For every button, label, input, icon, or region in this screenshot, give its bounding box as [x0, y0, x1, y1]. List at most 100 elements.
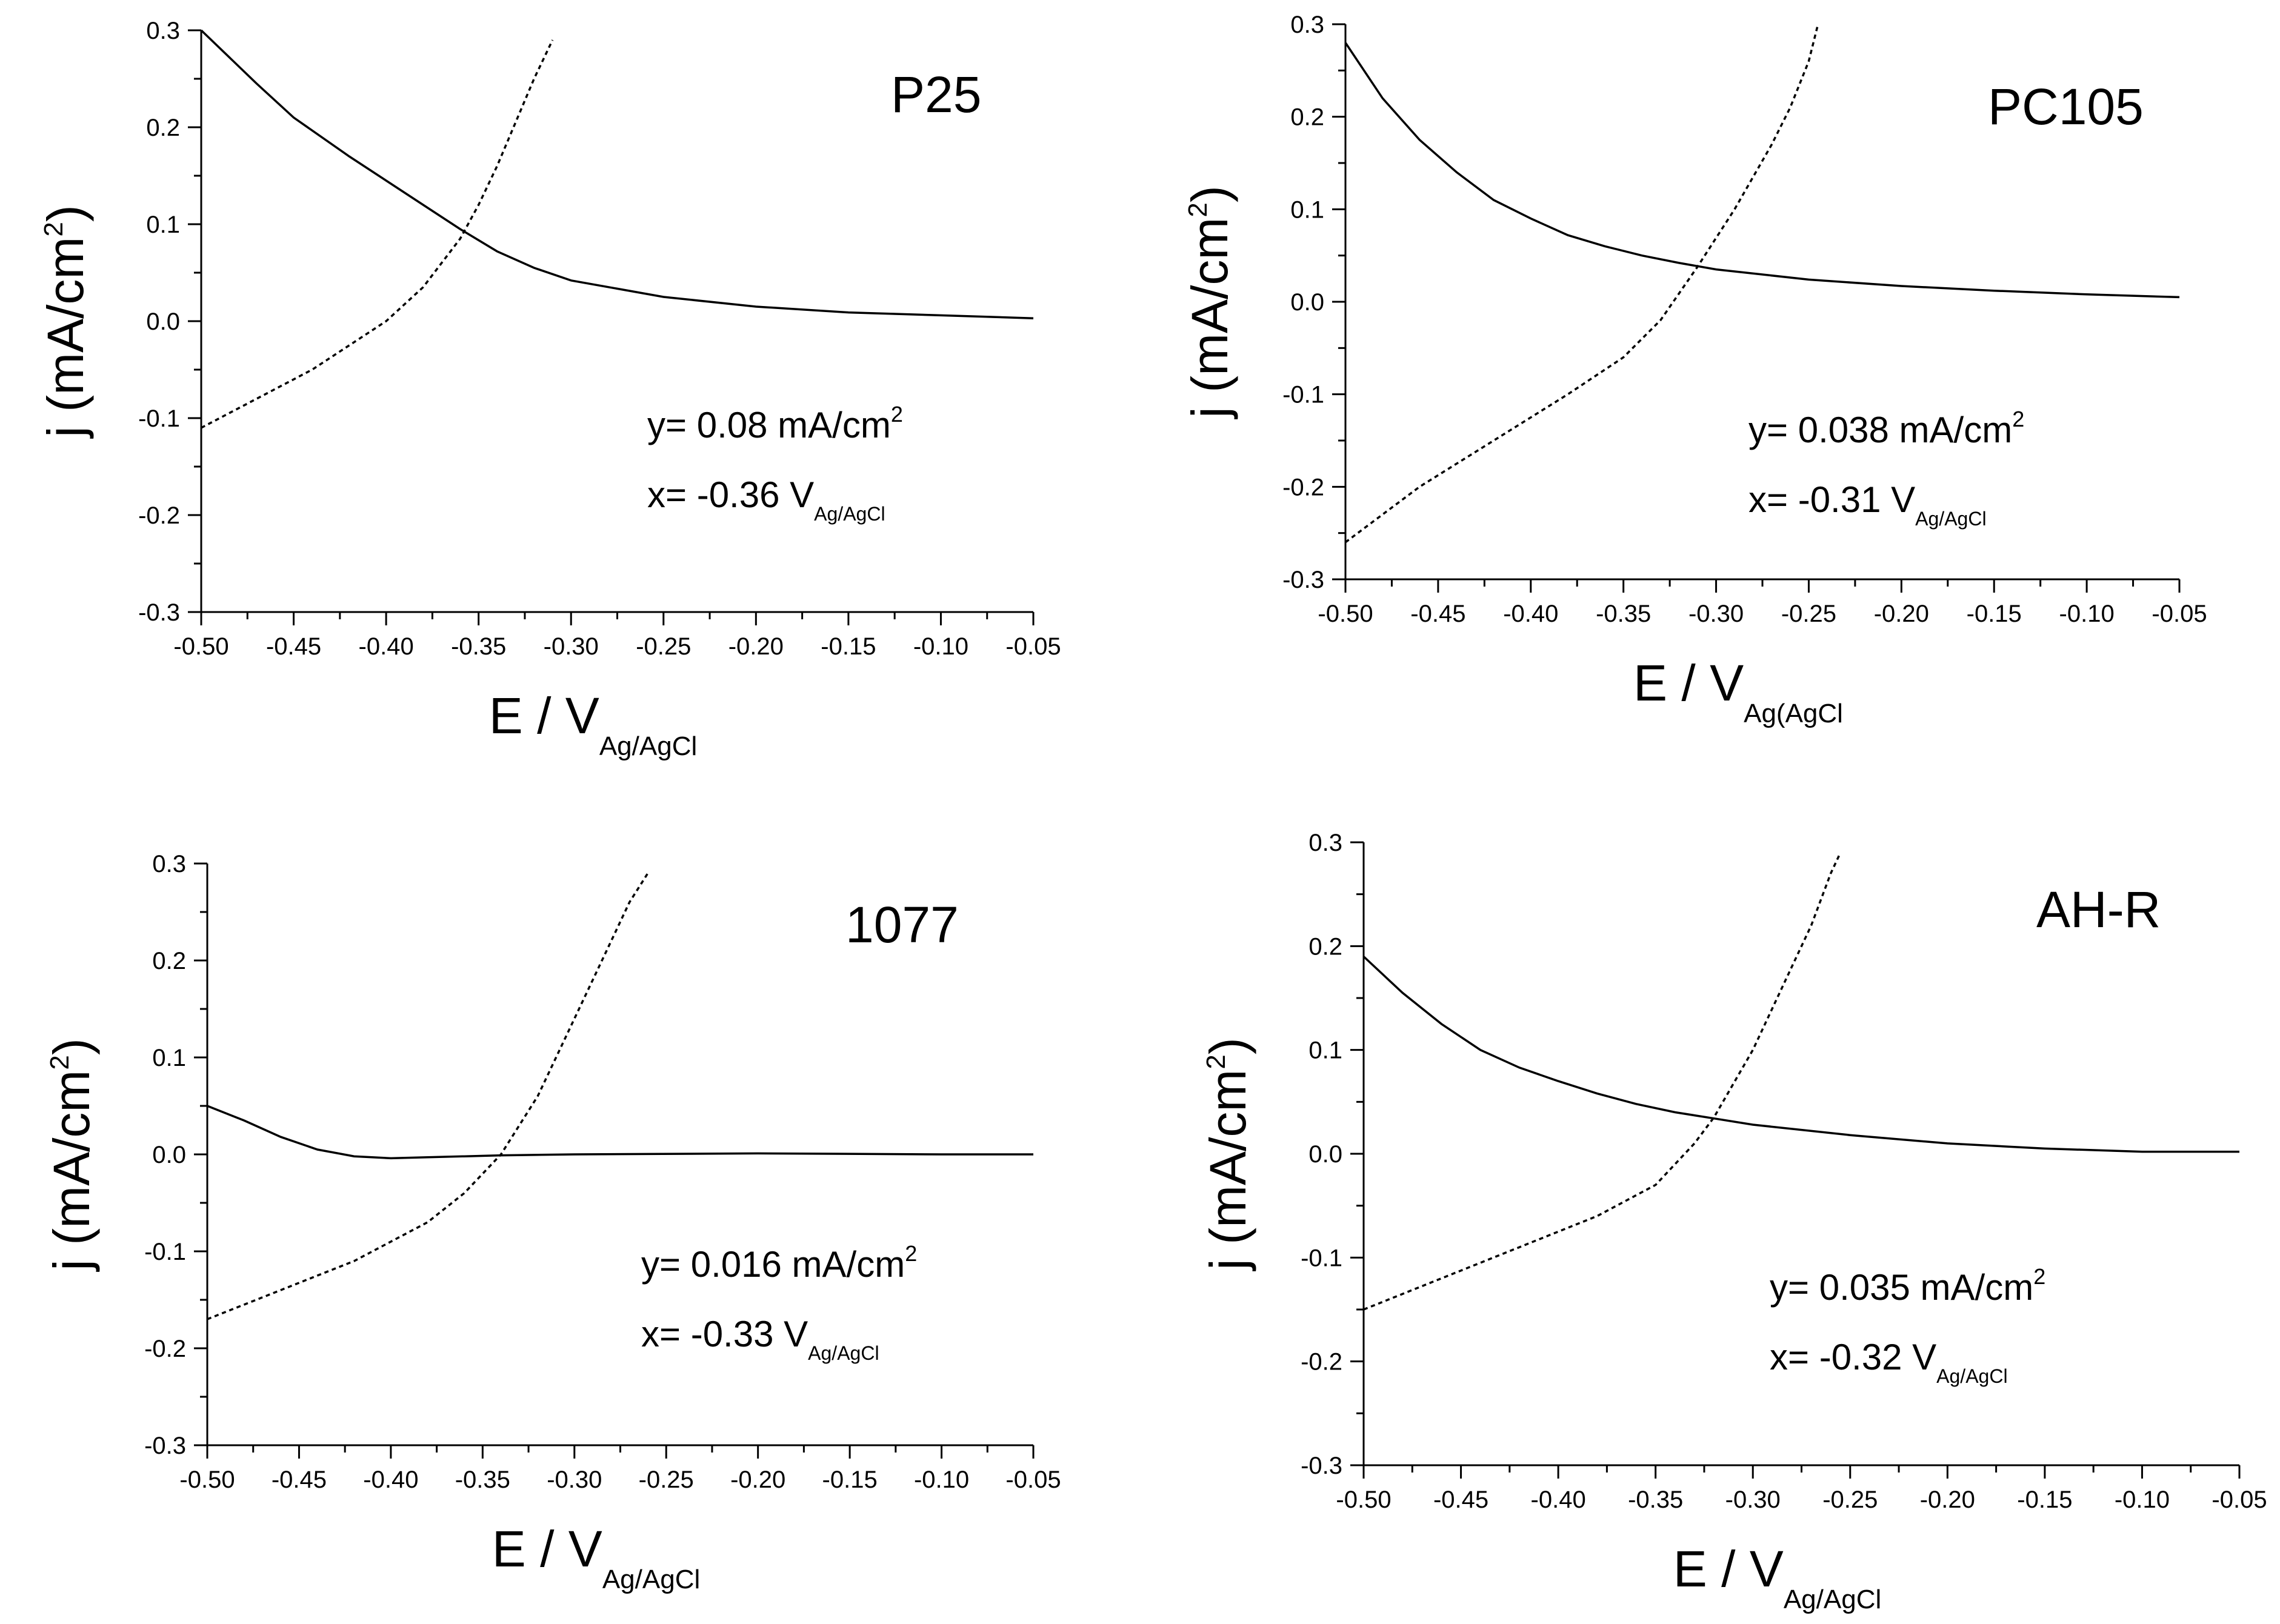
annotation-y-sup: 2 — [2033, 1264, 2045, 1289]
annotation-y: y= 0.035 mA/cm2 — [1770, 1264, 2045, 1308]
y-tick-label: -0.3 — [1282, 567, 1324, 593]
chart-panel-1077: -0.50 -0.45 -0.40 -0.35 -0.30 -0.25 -0.20 -0.15… — [43, 851, 1061, 1594]
x-axis-title-sub: Ag/AgCl — [602, 1565, 700, 1594]
series-line-dotted — [201, 39, 554, 429]
x-tick-label: -0.25 — [1822, 1486, 1878, 1513]
annotation-x-sub: Ag/AgCl — [808, 1342, 879, 1364]
y-axis-title-sup: 2 — [1183, 202, 1213, 217]
x-axis-title-main: E / V — [489, 687, 599, 744]
y-tick-label: 0.1 — [152, 1045, 186, 1071]
series-line-solid — [1344, 42, 2180, 299]
y-tick-label: 0.1 — [1290, 196, 1324, 223]
x-tick-label: -0.05 — [2212, 1486, 2267, 1513]
annotation-y-sup: 2 — [2012, 407, 2024, 431]
y-axis-title-sup: 2 — [39, 222, 68, 236]
series-line-dotted — [207, 873, 649, 1320]
annotation-y-sup: 2 — [891, 402, 903, 427]
annotation-x-text: x= -0.31 V — [1748, 479, 1915, 520]
annotation-y-text: y= 0.035 mA/cm — [1770, 1267, 2033, 1308]
y-tick-label: -0.2 — [144, 1336, 186, 1362]
series-line-solid — [207, 1105, 1033, 1160]
y-tick-label: -0.1 — [1282, 382, 1324, 408]
x-tick-label: -0.20 — [728, 633, 784, 660]
x-tick-label: -0.20 — [1920, 1486, 1975, 1513]
annotation-x: x= -0.33 VAg/AgCl — [641, 1314, 879, 1364]
y-tick-label: -0.1 — [1301, 1245, 1342, 1271]
x-axis-title-sub: Ag/AgCl — [1784, 1585, 1881, 1614]
x-tick-label: -0.10 — [2059, 601, 2115, 627]
y-axis-title-end: ) — [43, 1038, 100, 1055]
y-tick-label: 0.3 — [1290, 12, 1324, 38]
y-axis-title: j (mA/cm2) — [1181, 185, 1238, 420]
y-tick-label: 0.2 — [146, 115, 180, 141]
x-tick-label: -0.20 — [730, 1466, 785, 1493]
annotation-x: x= -0.36 VAg/AgCl — [647, 474, 885, 525]
y-axis-title-main: j (mA/cm — [37, 237, 94, 439]
x-tick-label: -0.30 — [1688, 601, 1744, 627]
y-axis-title-end: ) — [37, 205, 94, 222]
y-tick-label: 0.0 — [152, 1142, 186, 1168]
y-axis-title-end: ) — [1181, 185, 1238, 202]
chart-panel-ah-r: -0.50 -0.45 -0.40 -0.35 -0.30 -0.25 -0.20 -0.15… — [1199, 830, 2267, 1614]
annotation-x-sub: Ag/AgCl — [1936, 1365, 2007, 1387]
y-axis-title-end: ) — [1199, 1037, 1256, 1054]
y-tick-label: 0.0 — [146, 308, 180, 335]
chart-panel-p25: -0.50 -0.45 -0.40 -0.35 -0.30 -0.25 -0.20 -0.15… — [37, 18, 1061, 761]
y-axis-title: j (mA/cm2) — [1199, 1037, 1256, 1272]
x-tick-label: -0.05 — [1005, 633, 1061, 660]
y-tick-label: 0.2 — [1308, 933, 1342, 960]
y-axis-title: j (mA/cm2) — [43, 1038, 100, 1273]
x-axis-title: E / VAg/AgCl — [489, 687, 698, 761]
series-line-solid — [1362, 956, 2239, 1153]
annotation-y: y= 0.016 mA/cm2 — [641, 1241, 917, 1285]
x-axis-title-main: E / V — [1633, 654, 1744, 711]
y-tick-label: 0.1 — [1308, 1037, 1342, 1064]
annotation-y-text: y= 0.016 mA/cm — [641, 1244, 905, 1285]
x-tick-label: -0.45 — [1433, 1486, 1488, 1513]
y-tick-label: 0.3 — [1308, 830, 1342, 856]
y-tick-label: -0.3 — [1301, 1453, 1342, 1479]
panel-label: 1077 — [845, 896, 959, 953]
x-tick-label: -0.35 — [1596, 601, 1651, 627]
annotation-y-text: y= 0.08 mA/cm — [647, 405, 891, 445]
y-axis-title: j (mA/cm2) — [37, 205, 94, 439]
panel-label: P25 — [891, 66, 981, 123]
x-tick-label: -0.15 — [822, 1466, 878, 1493]
y-axis-title-main: j (mA/cm — [1181, 218, 1238, 420]
annotation-x-text: x= -0.32 V — [1770, 1337, 1936, 1377]
y-axis-title-main: j (mA/cm — [1199, 1070, 1256, 1272]
y-tick-label: -0.2 — [1282, 474, 1324, 501]
x-tick-label: -0.25 — [1781, 601, 1836, 627]
y-tick-label: 0.2 — [1290, 104, 1324, 131]
y-axis-title-main: j (mA/cm — [43, 1070, 100, 1273]
x-tick-label: -0.30 — [1725, 1486, 1781, 1513]
x-axis-title-main: E / V — [1673, 1540, 1784, 1597]
annotation-x: x= -0.32 VAg/AgCl — [1770, 1337, 2008, 1387]
x-tick-label: -0.35 — [1628, 1486, 1683, 1513]
y-tick-label: -0.2 — [138, 502, 180, 529]
x-tick-label: -0.25 — [639, 1466, 694, 1493]
annotation-x-sub: Ag/AgCl — [1915, 508, 1986, 530]
y-tick-label: -0.2 — [1301, 1349, 1342, 1376]
y-tick-label: 0.3 — [146, 18, 180, 44]
x-tick-label: -0.40 — [1531, 1486, 1586, 1513]
x-tick-label: -0.45 — [1410, 601, 1465, 627]
x-tick-label: -0.15 — [821, 633, 876, 660]
series-line-dotted — [1363, 852, 1842, 1311]
y-tick-label: -0.1 — [138, 405, 180, 432]
y-tick-label: 0.3 — [152, 851, 186, 877]
x-axis-title: E / VAg/AgCl — [1673, 1540, 1882, 1614]
x-axis-title-main: E / V — [492, 1520, 602, 1577]
x-tick-label: -0.05 — [1005, 1466, 1061, 1493]
x-tick-label: -0.30 — [544, 633, 599, 660]
annotation-x-sub: Ag/AgCl — [814, 503, 885, 525]
y-tick-label: -0.3 — [144, 1433, 186, 1459]
x-axis-title-sub: Ag/AgCl — [599, 731, 697, 761]
x-tick-label: -0.35 — [455, 1466, 510, 1493]
annotation-x-text: x= -0.36 V — [647, 474, 814, 515]
annotation-y: y= 0.08 mA/cm2 — [647, 402, 903, 445]
y-axis-title-sup: 2 — [45, 1055, 75, 1070]
y-tick-label: -0.3 — [138, 599, 180, 626]
x-axis-title: E / VAg(AgCl — [1633, 654, 1843, 728]
